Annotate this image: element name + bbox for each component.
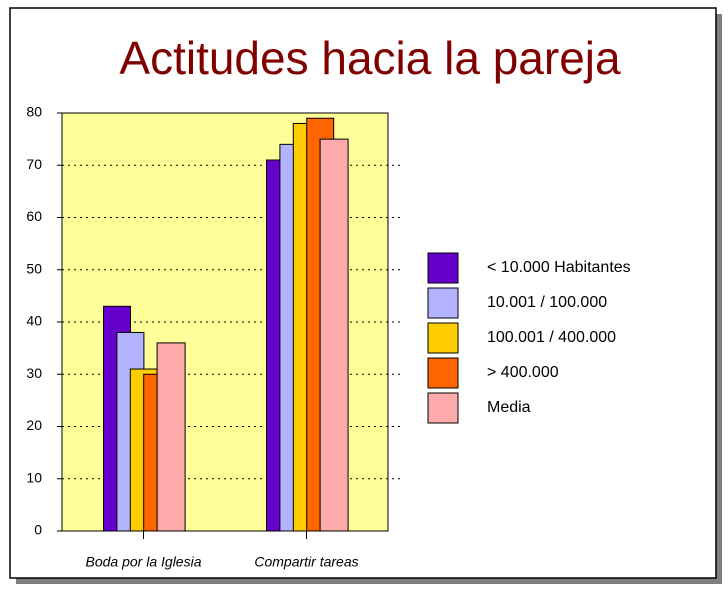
x-tick-label: Boda por la Iglesia bbox=[86, 554, 202, 570]
legend-swatch bbox=[427, 392, 459, 424]
bar bbox=[319, 138, 349, 532]
legend-swatch bbox=[427, 252, 459, 284]
y-tick-label: 20 bbox=[26, 417, 42, 433]
y-tick-label: 60 bbox=[26, 208, 42, 224]
y-tick-label: 80 bbox=[26, 104, 42, 120]
legend-swatch bbox=[427, 322, 459, 354]
y-tick-label: 0 bbox=[34, 522, 42, 538]
x-tick-label: Compartir tareas bbox=[254, 554, 358, 570]
y-tick-label: 40 bbox=[26, 313, 42, 329]
legend-label: 10.001 / 100.000 bbox=[487, 294, 607, 311]
chart-title: Actitudes hacia la pareja bbox=[119, 32, 621, 84]
legend-label: < 10.000 Habitantes bbox=[487, 259, 631, 276]
y-tick-label: 10 bbox=[26, 469, 42, 485]
bar bbox=[156, 342, 186, 532]
legend-label: > 400.000 bbox=[487, 364, 559, 381]
legend-swatch bbox=[427, 357, 459, 389]
legend-label: Media bbox=[487, 399, 531, 416]
y-tick-label: 50 bbox=[26, 260, 42, 276]
legend-label: 100.001 / 400.000 bbox=[487, 329, 616, 346]
y-tick-label: 70 bbox=[26, 156, 42, 172]
legend-swatch bbox=[427, 287, 459, 319]
y-tick-label: 30 bbox=[26, 365, 42, 381]
